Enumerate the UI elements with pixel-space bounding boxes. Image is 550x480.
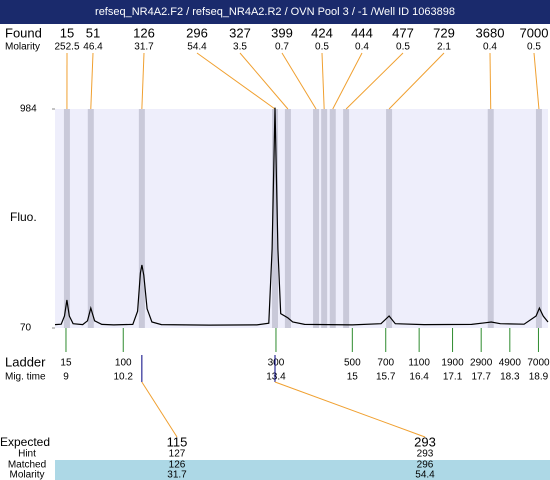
found-connector (90, 52, 94, 110)
ladder-time: 18.3 (500, 372, 520, 383)
found-size: 327 (229, 25, 251, 40)
found-size: 3680 (476, 25, 505, 40)
found-connector (533, 52, 540, 110)
ladder-time: 18.9 (529, 372, 549, 383)
ladder-time: 13.4 (266, 372, 286, 383)
peak-band (386, 109, 393, 328)
table-matched: 126 (169, 460, 186, 471)
ladder-size: 700 (377, 358, 394, 369)
expected-connector (274, 381, 426, 438)
matched-row-bg (55, 460, 550, 480)
found-connector (239, 52, 289, 110)
table-expected: 293 (414, 434, 436, 449)
ladder-size: 500 (344, 358, 361, 369)
found-size: 51 (86, 25, 100, 40)
peak-band (63, 109, 70, 328)
table-matched: 296 (417, 460, 434, 471)
title-bar (0, 0, 550, 24)
ladder-size: 15 (60, 358, 72, 369)
table-row-label: Matched (8, 460, 46, 471)
peak-band (487, 109, 494, 328)
y-tick-label: 984 (20, 104, 37, 115)
mig-time-label: Mig. time (5, 372, 46, 383)
found-molarity: 2.1 (437, 42, 451, 53)
ladder-size: 1100 (408, 358, 430, 369)
peak-band (321, 109, 328, 328)
peak-band (272, 109, 279, 328)
found-size: 7000 (520, 25, 549, 40)
ladder-size: 100 (115, 358, 132, 369)
ladder-size: 1900 (441, 358, 464, 369)
found-molarity: 31.7 (134, 42, 154, 53)
found-connector (388, 52, 445, 110)
found-molarity: 0.4 (355, 42, 369, 53)
table-molarity: 31.7 (167, 470, 187, 480)
molarity-label: Molarity (5, 42, 40, 53)
ladder-time: 9 (63, 372, 69, 383)
found-connector (321, 52, 325, 110)
ladder-time: 17.1 (443, 372, 463, 383)
ladder-time: 15.7 (376, 372, 396, 383)
found-connector (332, 52, 363, 110)
plot-area (55, 109, 548, 328)
found-size: 424 (311, 25, 333, 40)
peak-band (343, 109, 350, 328)
ladder-time: 17.7 (471, 372, 491, 383)
ladder-size: 300 (268, 358, 285, 369)
peak-band (313, 109, 320, 328)
found-label: Found (5, 25, 42, 40)
found-molarity: 0.4 (483, 42, 497, 53)
found-molarity: 252.5 (54, 42, 79, 53)
ladder-time: 16.4 (409, 372, 429, 383)
table-row-label: Expected (0, 435, 50, 449)
found-size: 477 (392, 25, 414, 40)
peak-band (329, 109, 336, 328)
ladder-time: 15 (347, 372, 359, 383)
table-row-label: Molarity (9, 470, 44, 480)
peak-band (138, 109, 145, 328)
table-molarity: 54.4 (415, 470, 435, 480)
found-molarity: 0.5 (527, 42, 541, 53)
table-row-label: Hint (18, 449, 36, 460)
peak-band (535, 109, 542, 328)
peak-band (284, 109, 291, 328)
peak-band (87, 109, 94, 328)
found-molarity: 0.7 (275, 42, 289, 53)
expected-connector (141, 381, 178, 438)
y-axis-label: Fluo. (10, 210, 37, 224)
found-molarity: 0.5 (396, 42, 410, 53)
ladder-size: 2900 (470, 358, 493, 369)
table-hint: 127 (169, 449, 186, 460)
ladder-time: 10.2 (114, 372, 134, 383)
table-expected: 115 (167, 434, 188, 449)
found-molarity: 3.5 (233, 42, 247, 53)
found-connector (141, 52, 145, 110)
ladder-size: 7000 (527, 358, 550, 369)
title: refseq_NR4A2.F2 / refseq_NR4A2.R2 / OVN … (95, 6, 455, 18)
found-size: 15 (60, 25, 74, 40)
found-size: 126 (133, 25, 155, 40)
found-connector (345, 52, 404, 110)
found-connector (281, 52, 317, 110)
found-size: 399 (271, 25, 293, 40)
ladder-label: Ladder (5, 354, 46, 369)
found-size: 444 (351, 25, 373, 40)
found-size: 729 (433, 25, 455, 40)
table-hint: 293 (417, 449, 434, 460)
found-molarity: 54.4 (187, 42, 207, 53)
found-connector (196, 52, 276, 110)
found-connector (489, 52, 492, 110)
y-tick-label: 70 (20, 323, 32, 334)
found-size: 296 (186, 25, 208, 40)
found-molarity: 0.5 (315, 42, 329, 53)
trace (54, 107, 549, 326)
found-molarity: 46.4 (83, 42, 103, 53)
ladder-size: 4900 (499, 358, 522, 369)
